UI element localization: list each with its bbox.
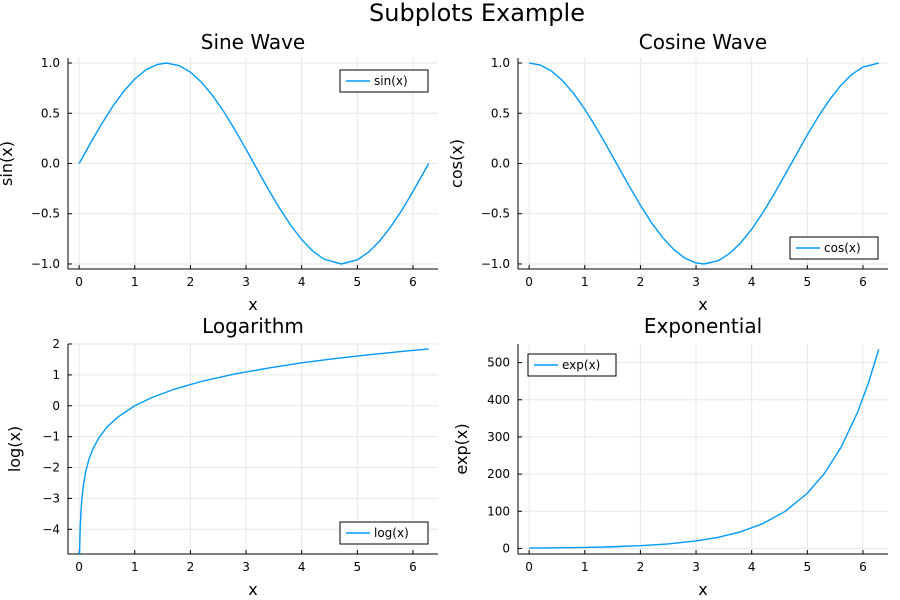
legend: log(x) xyxy=(339,521,429,545)
y-axis-title: sin(x) xyxy=(0,141,16,186)
y-tick-label: 0.0 xyxy=(491,157,510,171)
y-tick-label: 100 xyxy=(487,504,510,518)
y-tick-label: −3 xyxy=(42,491,60,505)
x-tick-label: 2 xyxy=(637,275,645,289)
x-tick-label: 2 xyxy=(637,560,645,574)
y-tick-label: 1.0 xyxy=(41,56,60,70)
figure-suptitle: Subplots Example xyxy=(369,0,585,27)
y-axis-title: exp(x) xyxy=(452,423,471,474)
legend-label: cos(x) xyxy=(824,241,861,255)
y-tick-label: −0.5 xyxy=(31,207,60,221)
y-tick-label: −1 xyxy=(42,430,60,444)
x-axis-title: x xyxy=(698,295,707,314)
series-line xyxy=(78,62,430,265)
x-tick-label: 3 xyxy=(242,275,250,289)
legend-box xyxy=(789,236,879,260)
x-tick-label: 5 xyxy=(804,560,812,574)
y-tick-label: 2 xyxy=(52,337,60,351)
panel-logarithm: 0 1 2 3 4 5 6 −4 −3 −2 −1 0 1 2 Logarithm x log(x) log(x) xyxy=(5,314,438,599)
legend: exp(x) xyxy=(527,353,617,377)
legend-label: exp(x) xyxy=(562,358,600,372)
y-tick-label: 200 xyxy=(487,467,510,481)
y-tick-label: 0.0 xyxy=(41,157,60,171)
y-tick-label: 0.5 xyxy=(491,106,510,120)
x-tick-label: 1 xyxy=(131,275,139,289)
y-tick-label: −1.0 xyxy=(31,257,60,271)
x-tick-label: 0 xyxy=(525,560,533,574)
x-tick-label: 4 xyxy=(298,275,306,289)
y-tick-label: 0 xyxy=(502,541,510,555)
legend-box xyxy=(527,353,617,377)
x-tick-label: 6 xyxy=(409,560,417,574)
panel-cosine: 0 1 2 3 4 5 6 −1.0 −0.5 0.0 0.5 1.0 Cosine Wave x cos(… xyxy=(447,30,888,314)
y-tick-label: −1.0 xyxy=(481,257,510,271)
x-tick-label: 0 xyxy=(75,560,83,574)
x-tick-label: 6 xyxy=(859,275,867,289)
panel-sine: 0 1 2 3 4 5 6 −1.0 −0.5 0.0 0.5 1.0 Sine Wave x sin(x)… xyxy=(0,30,438,314)
y-tick-label: 1.0 xyxy=(491,56,510,70)
x-tick-label: 3 xyxy=(692,560,700,574)
legend-label: sin(x) xyxy=(374,74,408,88)
panel-exponential: 0 1 2 3 4 5 6 0 100 200 300 400 500 Exponential x exp(x… xyxy=(452,314,888,599)
y-tick-label: 0.5 xyxy=(41,106,60,120)
x-tick-label: 3 xyxy=(242,560,250,574)
x-tick-label: 6 xyxy=(859,560,867,574)
x-tick-label: 4 xyxy=(748,275,756,289)
x-tick-label: 1 xyxy=(581,275,589,289)
x-tick-label: 2 xyxy=(187,275,195,289)
panel-title: Logarithm xyxy=(202,314,304,338)
y-tick-label: 1 xyxy=(52,368,60,382)
legend: cos(x) xyxy=(789,236,879,260)
x-tick-label: 4 xyxy=(748,560,756,574)
series-line xyxy=(529,62,879,265)
y-tick-label: 300 xyxy=(487,430,510,444)
x-tick-label: 3 xyxy=(692,275,700,289)
x-axis-title: x xyxy=(698,580,707,599)
x-tick-label: 2 xyxy=(187,560,195,574)
x-tick-label: 4 xyxy=(298,560,306,574)
panel-title: Exponential xyxy=(644,314,762,338)
y-axis-title: log(x) xyxy=(5,426,24,472)
panel-title: Cosine Wave xyxy=(639,30,767,54)
y-tick-label: −0.5 xyxy=(481,207,510,221)
legend-label: log(x) xyxy=(374,526,409,540)
y-tick-label: 0 xyxy=(52,399,60,413)
series-line xyxy=(529,349,880,549)
x-tick-label: 6 xyxy=(409,275,417,289)
y-tick-label: 500 xyxy=(487,356,510,370)
legend: sin(x) xyxy=(339,69,429,93)
x-tick-label: 5 xyxy=(354,275,362,289)
series-line xyxy=(78,348,429,555)
y-tick-label: −2 xyxy=(42,461,60,475)
x-tick-label: 1 xyxy=(131,560,139,574)
x-tick-label: 1 xyxy=(581,560,589,574)
y-tick-label: −4 xyxy=(42,522,60,536)
y-axis-title: cos(x) xyxy=(447,139,466,188)
x-tick-label: 5 xyxy=(354,560,362,574)
panel-title: Sine Wave xyxy=(201,30,305,54)
x-tick-label: 0 xyxy=(75,275,83,289)
x-axis-title: x xyxy=(248,295,257,314)
x-tick-label: 5 xyxy=(804,275,812,289)
legend-box xyxy=(339,521,429,545)
x-tick-label: 0 xyxy=(525,275,533,289)
x-axis-title: x xyxy=(248,580,257,599)
y-tick-label: 400 xyxy=(487,393,510,407)
legend-box xyxy=(339,69,429,93)
